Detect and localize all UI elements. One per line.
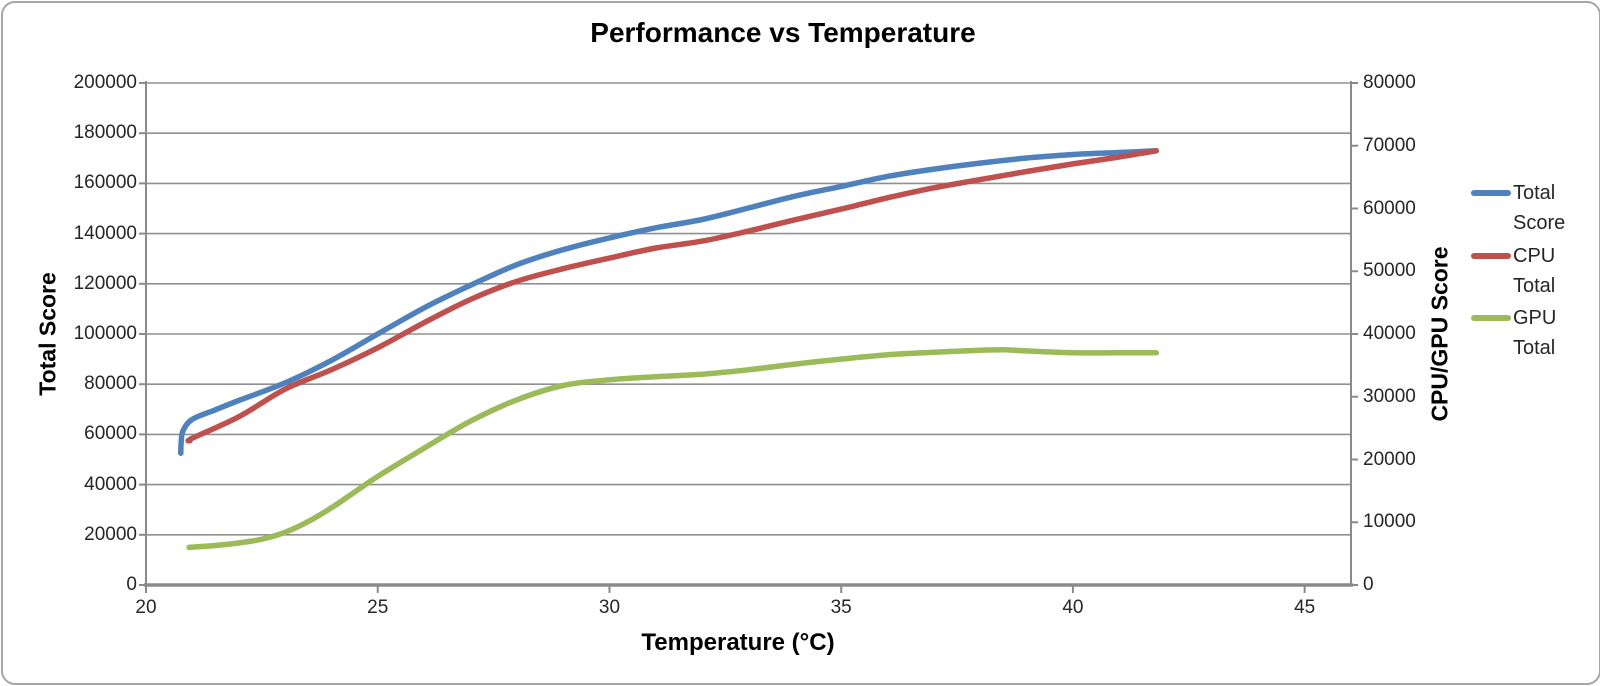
left-axis-tick-label: 140000	[73, 222, 137, 244]
x-axis-title: Temperature (°C)	[641, 629, 835, 656]
x-axis-tick-label: 30	[598, 597, 621, 618]
left-axis-tick-label: 180000	[73, 122, 137, 144]
right-axis-tick-label: 70000	[1363, 134, 1416, 156]
right-axis-tick-label: 80000	[1363, 72, 1416, 93]
left-axis-tick-label: 100000	[73, 323, 137, 344]
right-axis-tick-label: 10000	[1363, 511, 1416, 533]
right-axis-tick-label: 30000	[1363, 385, 1416, 407]
right-axis-tick-label: 50000	[1363, 260, 1416, 282]
legend-label: CPU Total	[1513, 244, 1556, 297]
x-axis-tick-label: 20	[135, 597, 157, 618]
right-axis-tick-label: 0	[1363, 574, 1374, 595]
left-axis-tick-label: 200000	[73, 72, 137, 93]
series-line-gpu-total	[186, 346, 1160, 551]
legend-label: Total Score	[1513, 182, 1566, 234]
left-axis-tick-label: 60000	[84, 423, 137, 445]
plot-area	[139, 81, 1358, 593]
legend-label: GPU Total	[1513, 307, 1557, 359]
legend-swatch	[1471, 315, 1511, 321]
legend-swatch	[1471, 252, 1511, 259]
right-axis-tick-label: 40000	[1363, 323, 1416, 344]
left-axis-tick-label: 80000	[84, 373, 137, 395]
left-axis-tick-label: 0	[126, 574, 137, 595]
x-axis-tick-label: 35	[830, 597, 852, 618]
left-axis-tick-label: 120000	[73, 272, 137, 294]
chart-title: Performance vs Temperature	[590, 17, 976, 48]
series-line-total-score	[178, 148, 1160, 456]
right-axis-tick-label: 20000	[1363, 448, 1416, 470]
legend-swatch	[1471, 190, 1511, 196]
x-axis-tick-label: 25	[367, 597, 389, 618]
x-axis-tick-label: 40	[1062, 597, 1084, 618]
left-axis-tick-label: 20000	[84, 523, 137, 545]
left-axis-tick-label: 160000	[73, 172, 137, 194]
right-axis-tick-label: 60000	[1363, 197, 1416, 219]
left-axis-tick-label: 40000	[84, 473, 137, 495]
series-line-cpu-total	[185, 148, 1160, 444]
x-axis-tick-label: 45	[1294, 597, 1316, 618]
